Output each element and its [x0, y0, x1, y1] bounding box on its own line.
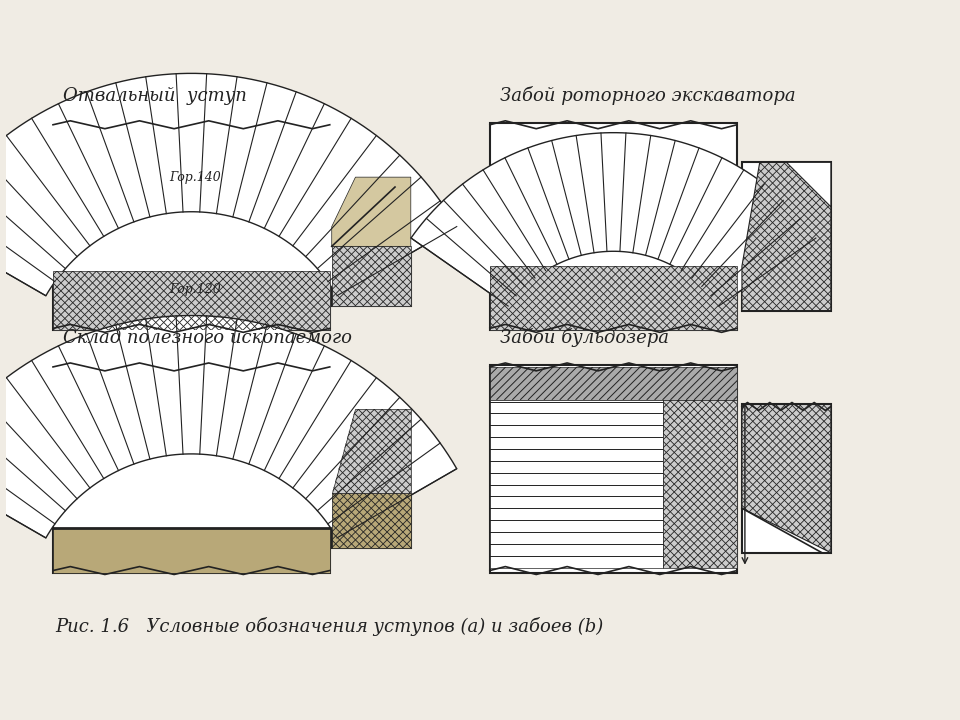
Polygon shape: [662, 400, 737, 567]
Text: Гор.140: Гор.140: [169, 171, 221, 184]
Polygon shape: [332, 410, 411, 493]
Polygon shape: [0, 315, 457, 538]
Text: Отвальный  уступ: Отвальный уступ: [63, 87, 247, 105]
Text: Рис. 1.6   Условные обозначения уступов (a) и забоев (b): Рис. 1.6 Условные обозначения уступов (a…: [55, 617, 603, 636]
Polygon shape: [742, 162, 831, 207]
Text: Гор.120: Гор.120: [169, 283, 221, 296]
FancyBboxPatch shape: [490, 365, 737, 572]
Polygon shape: [490, 400, 662, 567]
Polygon shape: [53, 528, 329, 572]
Polygon shape: [332, 493, 411, 548]
FancyBboxPatch shape: [53, 365, 329, 572]
Polygon shape: [332, 177, 411, 246]
Text: Забой роторного экскаватора: Забой роторного экскаватора: [500, 86, 796, 105]
FancyBboxPatch shape: [742, 162, 831, 310]
Text: Забой бульдозера: Забой бульдозера: [500, 328, 669, 347]
FancyBboxPatch shape: [332, 177, 411, 305]
FancyBboxPatch shape: [490, 123, 737, 330]
Polygon shape: [490, 367, 737, 400]
Polygon shape: [490, 266, 737, 330]
FancyBboxPatch shape: [53, 123, 329, 330]
Polygon shape: [53, 271, 329, 330]
Polygon shape: [742, 405, 831, 553]
Polygon shape: [742, 162, 831, 310]
FancyBboxPatch shape: [332, 410, 411, 548]
Polygon shape: [332, 246, 411, 305]
FancyBboxPatch shape: [742, 405, 831, 553]
Polygon shape: [0, 73, 457, 296]
Text: Склад полезного ископаемого: Склад полезного ископаемого: [63, 329, 352, 347]
Polygon shape: [411, 132, 816, 306]
